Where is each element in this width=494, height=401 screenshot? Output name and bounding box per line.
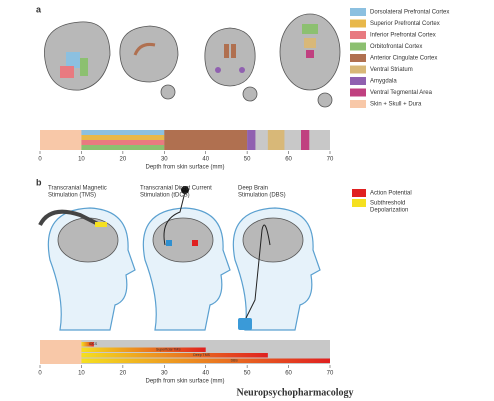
- tms-effect: [95, 222, 107, 227]
- legend-swatch: [350, 42, 366, 51]
- depth-region: [247, 130, 256, 150]
- method-label: Transcranial Magnetic: [48, 186, 107, 192]
- method-label: Deep Brain: [238, 186, 268, 192]
- depth-region: [81, 140, 165, 145]
- tms-coil: [38, 209, 101, 227]
- method-label: Stimulation (tDCS): [140, 193, 190, 199]
- legend-label: Inferior Prefrontal Cortex: [370, 33, 436, 39]
- panel-label: b: [36, 177, 42, 187]
- depth-region: [40, 130, 82, 150]
- penetration-bar: [81, 353, 268, 358]
- legend-swatch: [350, 77, 366, 85]
- depth-region: [81, 130, 165, 135]
- x-tick-label: 10: [78, 371, 85, 377]
- legend-label: Skin + Skull + Dura: [370, 102, 422, 108]
- x-tick-label: 40: [202, 157, 209, 163]
- dbs-lead: [244, 224, 271, 321]
- x-tick-label: 70: [327, 157, 334, 163]
- tdcs-anode: [166, 240, 172, 246]
- x-tick-label: 40: [202, 371, 209, 377]
- dbs-stimulator: [238, 318, 252, 330]
- legend-swatch: [352, 189, 366, 197]
- x-tick-label: 50: [244, 371, 251, 377]
- method-label: Stimulation (TMS): [48, 193, 96, 199]
- legend-swatch: [352, 199, 366, 207]
- legend-label: Amygdala: [370, 79, 397, 85]
- x-tick-label: 70: [327, 371, 334, 377]
- penetration-bar: [81, 342, 94, 347]
- method-label: Stimulation (DBS): [238, 193, 286, 199]
- journal-name: Neuropsychopharmacology: [236, 387, 353, 398]
- legend-label: Subthreshold: [370, 201, 405, 207]
- depth-region: [81, 145, 165, 150]
- electrode: [181, 186, 189, 194]
- legend-swatch: [350, 19, 366, 28]
- penetration-bar: [81, 347, 206, 352]
- depth-region: [164, 130, 248, 150]
- x-tick-label: 0: [38, 371, 42, 377]
- brains-b: [57, 217, 304, 263]
- legend-swatch: [350, 54, 366, 62]
- bar-label: tDCS: [89, 342, 98, 346]
- bar-label: Superficial TMS: [156, 348, 181, 352]
- x-tick-label: 20: [120, 371, 127, 377]
- brain-illustrations: [44, 13, 341, 108]
- depth-region: [81, 135, 165, 140]
- method-label: Transcranial Direct Current: [140, 186, 212, 192]
- legend-label: Ventral Striatum: [370, 67, 413, 73]
- legend-swatch: [350, 65, 366, 74]
- legend-label: Superior Prefrontal Cortex: [370, 21, 440, 27]
- axis-label: Depth from skin surface (mm): [145, 165, 224, 171]
- skin-region: [40, 340, 82, 364]
- tdcs-cathode: [192, 240, 198, 246]
- legend-swatch: [350, 100, 366, 108]
- x-tick-label: 60: [285, 157, 292, 163]
- penetration-bar: [81, 358, 330, 363]
- legend-swatch: [350, 31, 366, 39]
- axis-label: Depth from skin surface (mm): [145, 379, 224, 385]
- panel-label: a: [36, 4, 42, 14]
- legend-label: Depolarization: [370, 208, 408, 214]
- x-tick-label: 60: [285, 371, 292, 377]
- legend-label: Action Potential: [370, 191, 412, 197]
- legend-label: Dorsolateral Prefrontal Cortex: [370, 10, 449, 16]
- bar-label: DBS: [231, 359, 239, 363]
- x-tick-label: 50: [244, 157, 251, 163]
- legend-swatch: [350, 8, 366, 16]
- depth-region: [301, 130, 310, 150]
- legend-swatch: [350, 88, 366, 97]
- x-tick-label: 30: [161, 371, 168, 377]
- tdcs-wire: [163, 191, 186, 246]
- x-tick-label: 20: [120, 157, 127, 163]
- bar-label: Deep TMS: [193, 353, 210, 357]
- depth-region: [267, 130, 285, 150]
- x-tick-label: 30: [161, 157, 168, 163]
- x-tick-label: 0: [38, 157, 42, 163]
- legend-label: Orbitofrontal Cortex: [370, 44, 422, 50]
- x-tick-label: 10: [78, 157, 85, 163]
- legend-label: Anterior Cingulate Cortex: [370, 56, 437, 62]
- legend-label: Ventral Tegmental Area: [370, 90, 433, 96]
